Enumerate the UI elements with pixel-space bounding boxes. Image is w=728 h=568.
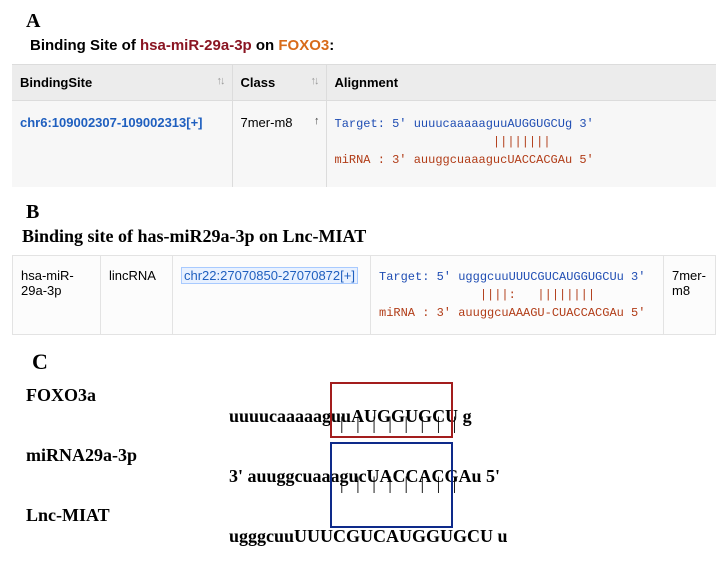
c-bars-1: | | | | | | | |	[340, 413, 460, 434]
panel-c-label: C	[32, 349, 716, 375]
title-gene: FOXO3	[278, 37, 329, 54]
panel-b-table: hsa-miR-29a-3p lincRNA chr22:27070850-27…	[12, 255, 716, 335]
th-class[interactable]: Class ↑↓	[232, 65, 326, 101]
alignment-block: Target: 5' uuuucaaaaaguuAUGGUGCUg 3' |||…	[335, 115, 709, 169]
sort-icon[interactable]: ↑↓	[311, 75, 318, 87]
panel-c-alignment: FOXO3a uuuucaaaaaguuAUGGUGCU g | | | | |…	[12, 385, 716, 545]
c-bars-2: | | | | | | | |	[340, 473, 460, 494]
c-mir-right: u 5'	[472, 466, 501, 486]
c-label-mir: miRNA29a-3p	[26, 445, 137, 466]
c-miat-left: ugggcuuUUUCGUC	[229, 526, 386, 546]
panel-b-title: Binding site of has-miR29a-3p on Lnc-MIA…	[22, 226, 716, 247]
th-bindingsite-label: BindingSite	[20, 75, 92, 90]
c-label-foxo3a: FOXO3a	[26, 385, 96, 406]
title-suffix: :	[329, 37, 334, 54]
binding-site-link[interactable]: chr6:109002307-109002313[+]	[20, 115, 203, 130]
alignment-bars: ||||||||	[335, 135, 551, 149]
cell-class: 7mer-m8	[664, 256, 716, 335]
binding-site-link[interactable]: chr22:27070850-27070872[+]	[181, 267, 358, 284]
cell-biotype: lincRNA	[101, 256, 173, 335]
panel-a-label: A	[26, 10, 716, 33]
c-foxo3a-left: uuuucaaaaaguu	[229, 406, 351, 426]
alignment-bars: ||||: ||||||||	[379, 288, 595, 302]
alignment-mirna: miRNA : 3' auuggcuaaagucUACCACGAu 5'	[335, 153, 594, 167]
table-row: chr6:109002307-109002313[+] 7mer-m8 ↑ Ta…	[12, 101, 716, 188]
alignment-target: Target: 5' ugggcuuUUUCGUCAUGGUGCUu 3'	[379, 270, 645, 284]
th-alignment-label: Alignment	[335, 75, 399, 90]
sort-icon[interactable]: ↑↓	[217, 75, 224, 87]
alignment-mirna: miRNA : 3' auuggcuAAAGU-CUACCACGAu 5'	[379, 306, 645, 320]
class-value: 7mer-m8	[241, 115, 293, 130]
c-miat-box: AUGGUGCU	[386, 526, 493, 546]
title-prefix: Binding Site of	[30, 37, 140, 54]
cell-mir: hsa-miR-29a-3p	[13, 256, 101, 335]
table-row: hsa-miR-29a-3p lincRNA chr22:27070850-27…	[13, 256, 716, 335]
sort-up-icon[interactable]: ↑	[314, 115, 318, 127]
c-seq-miat: ugggcuuUUUCGUCAUGGUGCU u	[202, 505, 508, 568]
panel-a-table: BindingSite ↑↓ Class ↑↓ Alignment chr6:1…	[12, 64, 716, 187]
title-mid: on	[252, 37, 279, 54]
alignment-block: Target: 5' ugggcuuUUUCGUCAUGGUGCUu 3' ||…	[379, 268, 655, 322]
panel-b-label: B	[26, 201, 716, 224]
th-alignment[interactable]: Alignment	[326, 65, 716, 101]
c-label-miat: Lnc-MIAT	[26, 505, 110, 526]
th-bindingsite[interactable]: BindingSite ↑↓	[12, 65, 232, 101]
c-miat-right: u	[493, 526, 508, 546]
alignment-target: Target: 5' uuuucaaaaaguuAUGGUGCUg 3'	[335, 117, 594, 131]
th-class-label: Class	[241, 75, 276, 90]
panel-a-title: Binding Site of hsa-miR-29a-3p on FOXO3:	[30, 37, 716, 54]
title-mir: hsa-miR-29a-3p	[140, 37, 252, 54]
